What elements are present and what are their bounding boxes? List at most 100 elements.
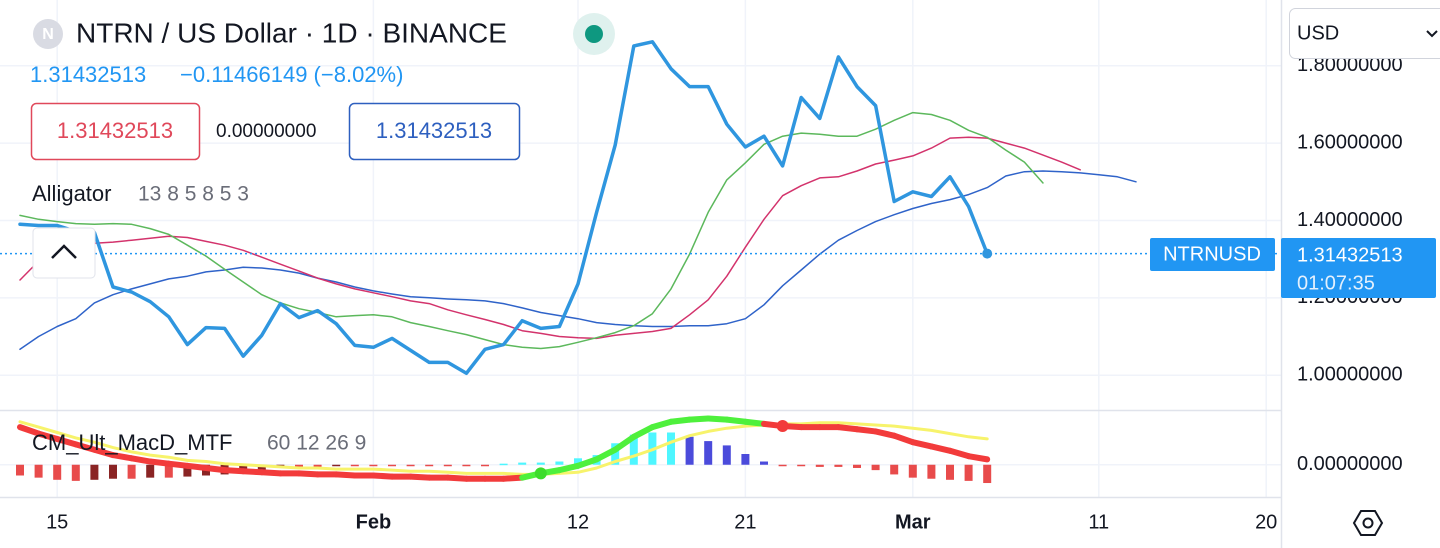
histogram-bar [778, 464, 787, 467]
spread: 0.00000000 [216, 121, 316, 142]
chevron-up-icon [51, 244, 77, 259]
x-tick-label: Feb [356, 511, 392, 533]
settings-hexagon [1352, 510, 1384, 536]
histogram-bar [871, 464, 880, 471]
histogram-bar [164, 464, 173, 478]
buy-button[interactable] [348, 102, 521, 161]
x-tick-label: 12 [567, 511, 589, 533]
histogram-bar [927, 464, 936, 479]
sell-button[interactable] [30, 102, 201, 161]
symbol-title[interactable]: NTRN / US Dollar · 1D · BINANCE [76, 17, 507, 48]
histogram-bar [481, 464, 489, 467]
y-tick-label: 1.60000000 [1297, 131, 1403, 153]
macd-pane [16, 415, 992, 484]
histogram-bar [722, 445, 731, 465]
macd-segment [575, 456, 600, 469]
macd-segment [872, 428, 898, 439]
macd-segment [947, 447, 972, 460]
price-line [18, 40, 989, 376]
histogram-bar [71, 464, 80, 481]
macd-segment [203, 464, 228, 474]
macd-segment [184, 462, 209, 471]
macd-segment [928, 443, 953, 454]
histogram-bar [369, 464, 378, 467]
macd-segment [909, 439, 935, 450]
macd-segment [54, 435, 79, 448]
macd-segment [630, 424, 656, 440]
y-tick-label: 1.80000000 [1297, 54, 1403, 76]
macd-segment [35, 430, 61, 442]
currency-label[interactable]: USD [1297, 22, 1339, 44]
time-axis: 15 Feb 12 21 Mar 11 20 [46, 511, 1277, 533]
histogram-bar [834, 464, 843, 467]
macd-segment [91, 446, 116, 459]
macd-segment [965, 453, 991, 463]
macd-segment [854, 426, 879, 435]
histogram-bar [815, 464, 824, 467]
histogram-bar [797, 464, 806, 467]
dropdown-arrow [1426, 30, 1438, 38]
price-change: −0.11466149 (−8.02%) [180, 62, 403, 87]
macd-segment [72, 441, 98, 453]
histogram-bar [667, 432, 675, 465]
histogram-bar [946, 464, 954, 480]
indicator-name[interactable]: Alligator [32, 181, 111, 206]
macd-segment [240, 468, 265, 476]
alligator-line [19, 136, 1081, 340]
x-tick-label: 11 [1088, 511, 1109, 533]
histogram-bar [183, 464, 192, 477]
histogram-bar [350, 464, 359, 467]
macd-segment [686, 415, 712, 423]
macd-segment [258, 469, 284, 477]
macd-segment [668, 416, 693, 425]
macd-segment [221, 467, 247, 475]
symbol-label [1150, 238, 1275, 271]
x-tick-label: 15 [46, 511, 68, 533]
alligator-line [19, 170, 1137, 351]
histogram-bar [964, 464, 973, 481]
macd-segment [165, 460, 191, 469]
oscillator-params: 60 12 26 9 [267, 432, 366, 455]
settings-circle [1362, 517, 1374, 529]
last-price: 1.31432513 [30, 62, 146, 87]
macd-segment [705, 415, 730, 423]
histogram-bar [462, 464, 471, 467]
histogram-bar [53, 464, 62, 480]
histogram-bar [685, 436, 694, 465]
x-tick-label: 21 [734, 511, 756, 533]
histogram-bar [704, 441, 713, 465]
macd-segment [593, 446, 619, 463]
symbol-label-text: NTRNUSD [1163, 243, 1261, 265]
cross-dot [776, 420, 789, 433]
macd-segment [742, 418, 767, 427]
histogram-bar [983, 464, 992, 484]
price-pane [0, 40, 1280, 376]
histogram-bar [257, 464, 266, 472]
histogram-bar [499, 463, 508, 466]
sell-price[interactable]: 1.31432513 [57, 118, 173, 143]
price-label-value: 1.31432513 [1297, 244, 1403, 266]
histogram-bar [425, 464, 434, 467]
oscillator-name[interactable]: CM_Ult_MacD_MTF [32, 430, 232, 455]
histogram-bar [518, 462, 527, 465]
currency-dropdown[interactable] [1289, 8, 1440, 59]
market-status-dot [585, 25, 603, 43]
macd-segment [891, 432, 916, 446]
macd-segment [407, 473, 433, 481]
collapse-legend-button[interactable] [32, 227, 96, 279]
macd-segment [128, 455, 154, 465]
histogram-bar [90, 464, 99, 480]
buy-price[interactable]: 1.31432513 [376, 118, 492, 143]
indicator-params: 13 8 5 8 5 3 [138, 183, 249, 206]
x-tick-label: 20 [1255, 511, 1277, 533]
histogram-bar [741, 454, 750, 465]
histogram-bar [313, 464, 322, 467]
histogram-bar [295, 464, 303, 467]
macd-segment [110, 452, 135, 462]
y-tick-label: 0.00000000 [1297, 453, 1403, 475]
settings-button[interactable] [1352, 510, 1384, 536]
x-tick-label: Mar [895, 511, 931, 533]
histogram-bar [853, 464, 861, 468]
